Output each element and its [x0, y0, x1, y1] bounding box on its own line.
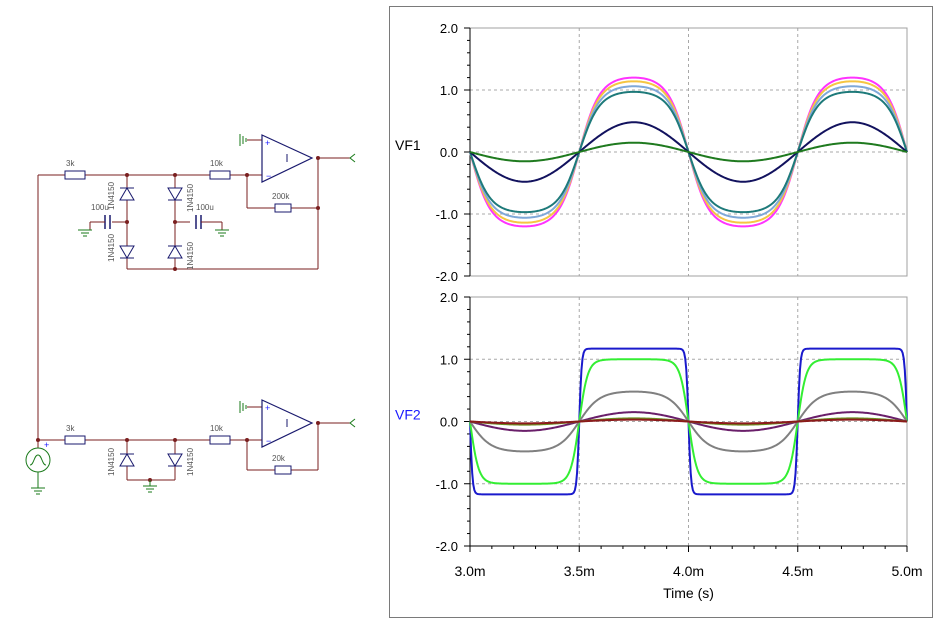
- svg-text:−: −: [266, 436, 271, 446]
- chart-1: 2.0 1.0 0.0 -1.0 -2.0 VF1: [395, 21, 908, 284]
- y-tick-label: -2.0: [436, 539, 458, 554]
- x-tick-label: 4.0m: [673, 563, 704, 579]
- series-line-6: [469, 141, 908, 163]
- output-terminals: [349, 153, 356, 428]
- schematic-junctions: [36, 156, 320, 482]
- x-axis-label: Time (s): [663, 585, 714, 601]
- y-tick-label: 0.0: [440, 145, 458, 160]
- diode-bottom-left-label: 1N4150: [107, 447, 116, 476]
- y-axis-label: VF1: [395, 137, 421, 153]
- svg-text:−: −: [266, 171, 271, 181]
- opamp-bottom: + −: [261, 399, 314, 448]
- r-mid-bottom-label: 10k: [210, 424, 224, 433]
- y-tick-label: -2.0: [436, 269, 458, 284]
- x-tick-label: 4.5m: [782, 563, 813, 579]
- y-tick-label: 1.0: [440, 83, 458, 98]
- x-tick-label: 5.0m: [891, 563, 922, 579]
- diode-top-right-label: 1N4150: [186, 183, 195, 212]
- y-tick-label: 2.0: [440, 21, 458, 36]
- voltage-source: +: [25, 440, 51, 473]
- diode-top-right-lower-label: 1N4150: [186, 241, 195, 270]
- svg-text:+: +: [265, 138, 270, 148]
- cap-left-label: 100u: [91, 203, 109, 212]
- r-in-bottom-label: 3k: [66, 424, 75, 433]
- y-tick-label: 0.0: [440, 415, 458, 430]
- diode-top-left-label: 1N4150: [107, 181, 116, 210]
- opamp-top: + −: [261, 134, 314, 183]
- x-tick-label: 3.5m: [564, 563, 595, 579]
- schematic-resistors: [64, 170, 292, 475]
- y-tick-label: 2.0: [440, 290, 458, 305]
- y-axis-label: VF2: [395, 407, 421, 423]
- waveform-plots: 2.0 1.0 0.0 -1.0 -2.0 VF1 2.0 1.0 0.0 -1.0 -2.0 VF2…: [395, 21, 923, 601]
- series-line-6: [469, 418, 908, 425]
- x-tick-label: 3.0m: [454, 563, 485, 579]
- ground-symbols: [31, 134, 247, 495]
- diode-bottom-right-label: 1N4150: [186, 447, 195, 476]
- r-fb-top-label: 200k: [272, 192, 290, 201]
- svg-text:+: +: [44, 440, 49, 450]
- y-tick-label: 1.0: [440, 352, 458, 367]
- r-mid-top-label: 10k: [210, 159, 224, 168]
- plot-panel: 2.0 1.0 0.0 -1.0 -2.0 VF1 2.0 1.0 0.0 -1.0 -2.0 VF2…: [389, 6, 933, 618]
- diode-top-left-lower-label: 1N4150: [107, 233, 116, 262]
- svg-text:+: +: [265, 403, 270, 413]
- circuit-schematic: 3k 10k 200k 3k 10k 20k 1N4150 1N4150 1N4…: [25, 134, 356, 495]
- chart-2: 2.0 1.0 0.0 -1.0 -2.0 VF2 3.0m 3.5m 4.0m 4.5m 5.0m…: [395, 290, 923, 601]
- r-in-top-label: 3k: [66, 159, 75, 168]
- y-tick-label: -1.0: [436, 477, 458, 492]
- r-fb-bottom-label: 20k: [272, 454, 286, 463]
- capacitor-leads: [89, 221, 223, 230]
- schematic-diodes: [119, 187, 183, 467]
- cap-right-label: 100u: [196, 203, 214, 212]
- y-tick-label: -1.0: [436, 207, 458, 222]
